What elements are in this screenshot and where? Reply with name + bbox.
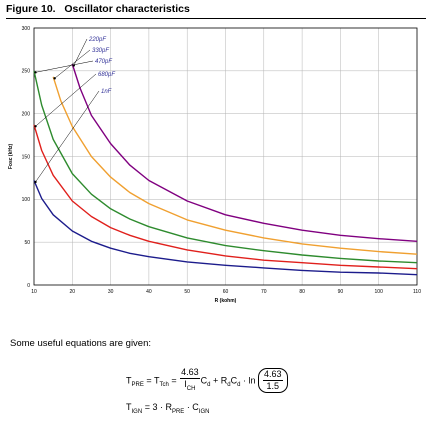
- eq1-rd: R: [220, 375, 228, 386]
- eq2-c-sub: IGN: [198, 408, 210, 415]
- series-line-220pf: [71, 63, 418, 242]
- x-tick-label: 80: [299, 289, 305, 295]
- grid-layer: [34, 28, 417, 285]
- eq1-lhs: T: [126, 375, 132, 386]
- y-tick-label: 100: [22, 197, 31, 203]
- series-line-470pf: [33, 70, 418, 264]
- curve-label-arrow: [35, 73, 97, 127]
- curve-label-arrowhead: [53, 77, 56, 80]
- title-rule: [6, 18, 426, 19]
- eq1-ln: · ln: [242, 375, 256, 386]
- curve-label-arrowhead: [34, 125, 37, 128]
- eq1-equals: =: [146, 375, 152, 386]
- x-tick-label: 30: [108, 289, 114, 295]
- eq1-paren-den: 1.5: [266, 381, 280, 392]
- curve-label-330pf: 330pF: [92, 48, 109, 54]
- curve-label-220pf: 220pF: [88, 37, 106, 43]
- eq1-cd: C: [200, 375, 208, 386]
- series-line-1nf: [33, 180, 418, 276]
- y-axis-label: Fosc (kHz): [8, 144, 14, 170]
- equation-2: TIGN = 3 · RPRE · CIGN: [126, 402, 209, 415]
- x-axis-label: R (kohm): [215, 298, 237, 304]
- x-tick-label: 70: [261, 289, 267, 295]
- eq1-paren-num: 4.63: [263, 369, 283, 382]
- figure-caption: Oscillator characteristics: [64, 3, 190, 15]
- curve-label-arrow: [35, 90, 100, 183]
- plot-frame: [33, 27, 418, 286]
- series-layer: [33, 63, 418, 276]
- curve-label-1nf: 1nF: [101, 89, 112, 95]
- x-tick-label: 10: [31, 289, 37, 295]
- eq2-rhs: = 3 · R: [144, 402, 172, 412]
- eq2-lhs-sub: IGN: [131, 408, 143, 415]
- equations-intro: Some useful equations are given:: [10, 338, 152, 349]
- curve-label-arrow: [54, 49, 91, 79]
- tick-layer: 0 50 100 150 200 250 300 10 20 30 40 50 60 70 80 90 100 1…: [22, 26, 422, 295]
- y-tick-label: 50: [24, 240, 30, 246]
- equation-1: TPRE = TTch = 4.63 ICH Cd + RdCd · ln 4.…: [126, 367, 288, 395]
- y-tick-label: 250: [22, 69, 31, 75]
- x-tick-label: 90: [338, 289, 344, 295]
- eq1-frac-num: 4.63: [180, 367, 200, 379]
- eq2-lhs: T: [126, 402, 132, 412]
- x-tick-label: 40: [146, 289, 152, 295]
- eq1-frac-den: ICH: [184, 379, 196, 392]
- annotation-layer: 220pF 330pF 470pF 680pF 1nF: [34, 37, 115, 184]
- x-tick-label: 50: [184, 289, 190, 295]
- curve-label-470pf: 470pF: [95, 59, 112, 65]
- y-tick-label: 150: [22, 154, 31, 160]
- eq2-c: · C: [186, 402, 199, 412]
- eq1-equals-2: =: [171, 375, 177, 386]
- curve-label-arrowhead: [34, 180, 37, 184]
- y-tick-label: 0: [27, 283, 30, 289]
- eq1-paren: 4.63 1.5: [258, 368, 288, 394]
- figure-title: Figure 10. Oscillator characteristics: [6, 3, 190, 15]
- y-tick-label: 300: [22, 26, 31, 32]
- curve-label-arrow: [35, 60, 94, 73]
- x-tick-label: 60: [223, 289, 229, 295]
- eq2-r-sub: PRE: [171, 408, 185, 415]
- figure-number: Figure 10.: [6, 3, 56, 15]
- eq1-mid-sub: Tch: [159, 382, 169, 389]
- eq1-lhs-sub: PRE: [131, 382, 144, 389]
- eq1-fraction: 4.63 ICH: [180, 367, 200, 395]
- x-tick-label: 20: [70, 289, 76, 295]
- curve-label-arrowhead: [34, 71, 37, 74]
- x-tick-label: 100: [375, 289, 384, 295]
- eq1-cd2: C: [230, 375, 238, 386]
- eq1-plus: +: [213, 375, 219, 386]
- y-tick-label: 200: [22, 111, 31, 117]
- eq1-paren-fraction: 4.63 1.5: [263, 369, 283, 392]
- oscillator-chart: 0 50 100 150 200 250 300 10 20 30 40 50 60 70 80 90 100 1…: [8, 26, 422, 304]
- series-line-680pf: [33, 124, 418, 270]
- eq1-mid: T: [153, 375, 160, 386]
- x-tick-label: 110: [413, 289, 421, 295]
- series-line-330pf: [52, 76, 418, 255]
- curve-label-680pf: 680pF: [98, 72, 115, 78]
